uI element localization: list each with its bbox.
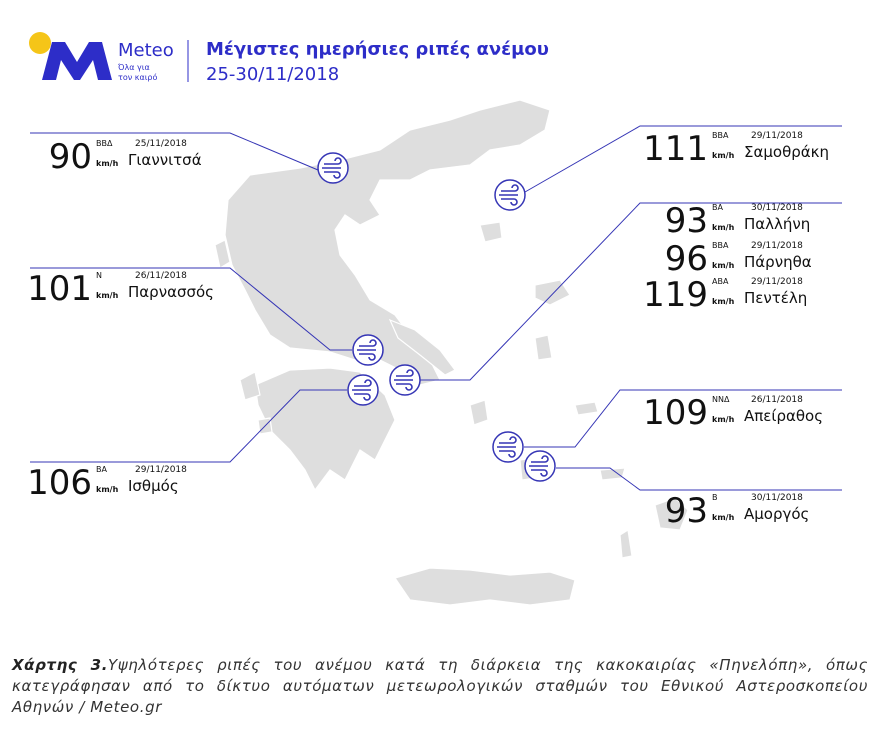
gust-value: 96 <box>665 239 708 279</box>
wind-symbol <box>497 436 517 458</box>
gust-value: 106 <box>27 463 92 503</box>
unit: km/h <box>712 297 735 306</box>
logo: Meteo Όλα για τον καιρό Μέγιστες ημερήσι… <box>29 32 549 85</box>
station-name: Πεντέλη <box>744 289 807 307</box>
leader-line <box>420 202 842 381</box>
caption-label: Χάρτης 3. <box>12 656 109 674</box>
gust-value: 101 <box>27 269 92 309</box>
date: 29/11/2018 <box>751 241 803 251</box>
leader-line <box>30 267 352 351</box>
station-name: Γιαννιτσά <box>128 151 202 169</box>
unit: km/h <box>96 485 119 494</box>
unit: km/h <box>712 223 735 232</box>
chios <box>534 334 553 361</box>
caption: Χάρτης 3.Υψηλότερες ριπές του ανέμου κατ… <box>12 655 868 718</box>
station-name: Πάρνηθα <box>744 253 812 271</box>
date: 29/11/2018 <box>751 131 803 141</box>
gust-value: 109 <box>643 393 708 433</box>
logo-sun <box>29 32 51 54</box>
map <box>214 99 689 606</box>
kefalonia <box>239 371 261 401</box>
station-name: Απείραθος <box>744 407 823 425</box>
date: 30/11/2018 <box>751 203 803 213</box>
dates: 25-30/11/2018 <box>206 64 339 85</box>
gust-value: 119 <box>643 275 708 315</box>
leader-line <box>556 467 842 491</box>
unit: km/h <box>712 513 735 522</box>
map-figure: Meteo Όλα για τον καιρό Μέγιστες ημερήσι… <box>27 32 842 606</box>
date: 26/11/2018 <box>751 395 803 405</box>
date: 25/11/2018 <box>135 139 187 149</box>
gust-value: 111 <box>643 129 708 169</box>
unit: km/h <box>712 151 735 160</box>
samos <box>574 401 599 416</box>
wind-symbol <box>352 379 372 401</box>
caption-text: Υψηλότερες ριπές του ανέμου κατά τη διάρ… <box>12 656 868 716</box>
leader-line <box>30 132 319 171</box>
station-name: Αμοργός <box>744 505 809 523</box>
direction: Ν <box>96 271 102 280</box>
brand: Meteo <box>118 40 174 61</box>
gust-value: 90 <box>49 137 92 177</box>
unit: km/h <box>96 291 119 300</box>
direction: ΒΑ <box>96 465 107 474</box>
title: Μέγιστες ημερήσιες ριπές ανέμου <box>206 39 549 60</box>
unit: km/h <box>712 415 735 424</box>
unit: km/h <box>96 159 119 168</box>
gust-value: 93 <box>665 491 708 531</box>
direction: ΒΒΑ <box>712 131 729 140</box>
date: 29/11/2018 <box>751 277 803 287</box>
leader-line <box>524 389 842 448</box>
wind-symbol <box>499 184 519 206</box>
tagline: τον καιρό <box>118 72 157 82</box>
unit: km/h <box>712 261 735 270</box>
crete <box>394 567 576 606</box>
direction: ΒΒΑ <box>712 241 729 250</box>
tagline: Όλα για <box>117 62 150 72</box>
wind-symbol <box>322 157 342 179</box>
lesvos <box>534 279 571 306</box>
logo-m <box>42 42 112 80</box>
station-name: Ισθμός <box>128 477 179 495</box>
direction: ΑΒΑ <box>712 277 729 286</box>
euboea <box>388 318 456 376</box>
limnos <box>479 221 503 243</box>
station-name: Παλλήνη <box>744 215 810 233</box>
kos <box>599 467 626 481</box>
andros <box>469 399 489 426</box>
station-name: Παρνασσός <box>128 283 214 301</box>
gust-value: 93 <box>665 201 708 241</box>
wind-symbol <box>529 455 549 477</box>
karpathos <box>619 529 633 559</box>
station-name: Σαμοθράκη <box>744 143 829 161</box>
corfu <box>214 239 231 269</box>
date: 30/11/2018 <box>751 493 803 503</box>
mainland <box>224 99 551 386</box>
date: 26/11/2018 <box>135 271 187 281</box>
direction: ΒΒΔ <box>96 139 113 148</box>
leader-line <box>30 389 347 463</box>
direction: ΝΝΔ <box>712 395 730 404</box>
direction: Β <box>712 493 718 502</box>
wind-symbol <box>394 369 414 391</box>
rhodes <box>654 497 689 531</box>
date: 29/11/2018 <box>135 465 187 475</box>
leader-line <box>524 125 842 193</box>
direction: ΒΑ <box>712 203 723 212</box>
wind-symbol <box>357 339 377 361</box>
